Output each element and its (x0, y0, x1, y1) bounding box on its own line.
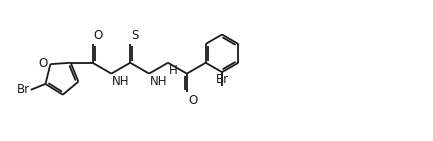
Text: H: H (168, 64, 177, 77)
Text: O: O (94, 29, 103, 42)
Text: S: S (132, 29, 139, 42)
Text: Br: Br (216, 73, 229, 86)
Text: NH: NH (149, 75, 167, 88)
Text: Br: Br (17, 83, 30, 96)
Text: O: O (39, 57, 48, 70)
Text: O: O (188, 94, 197, 107)
Text: NH: NH (112, 75, 129, 88)
